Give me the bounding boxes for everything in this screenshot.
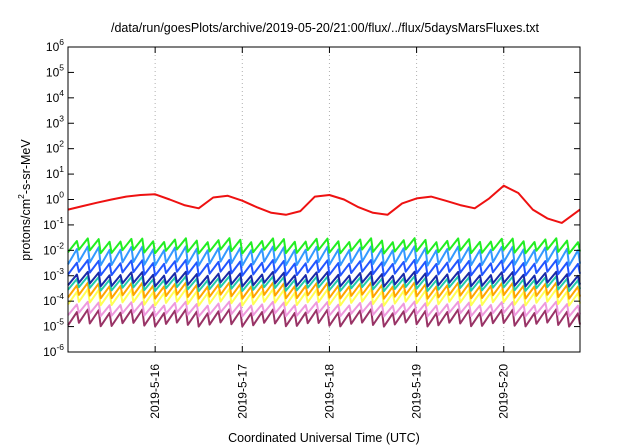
y-tick-label: 105	[46, 62, 64, 79]
y-tick-label: 10-3	[43, 266, 64, 283]
y-axis-label: protons/cm2-s-sr-MeV	[16, 139, 33, 261]
y-tick-label: 10-6	[43, 342, 64, 359]
y-tick-label: 10-2	[43, 240, 64, 257]
x-axis-ticks: 2019-5-16 2019-5-17 2019-5-18 2019-5-19 2019…	[148, 47, 511, 419]
chart-title: /data/run/goesPlots/archive/2019-05-20/2…	[111, 21, 540, 35]
x-tick-label: 2019-5-16	[148, 364, 162, 419]
x-tick-label: 2019-5-20	[497, 364, 511, 419]
x-tick-label: 2019-5-19	[410, 364, 424, 419]
y-axis-ticks: 10-6 10-5 10-4 10-3 10-2 10-1 100 101 102 103 104 1…	[43, 37, 580, 359]
x-axis-label: Coordinated Universal Time (UTC)	[228, 431, 420, 445]
y-tick-label: 104	[46, 88, 64, 105]
series-line	[67, 308, 581, 328]
series-layer	[67, 184, 581, 328]
series-line	[67, 270, 581, 288]
y-tick-label: 10-1	[43, 215, 64, 232]
y-tick-label: 10-4	[43, 291, 64, 308]
y-tick-label: 103	[46, 113, 64, 130]
y-tick-label: 106	[46, 37, 64, 54]
series-line	[67, 258, 581, 277]
series-line	[67, 300, 581, 318]
y-tick-label: 102	[46, 139, 64, 156]
series-line	[67, 184, 581, 224]
y-tick-label: 10-5	[43, 317, 64, 334]
x-tick-label: 2019-5-17	[235, 364, 249, 419]
series-line	[67, 245, 581, 267]
y-tick-label: 101	[46, 164, 64, 181]
grid	[154, 47, 505, 352]
series-line	[67, 237, 581, 255]
x-tick-label: 2019-5-18	[322, 364, 336, 419]
y-tick-label: 100	[46, 190, 64, 207]
